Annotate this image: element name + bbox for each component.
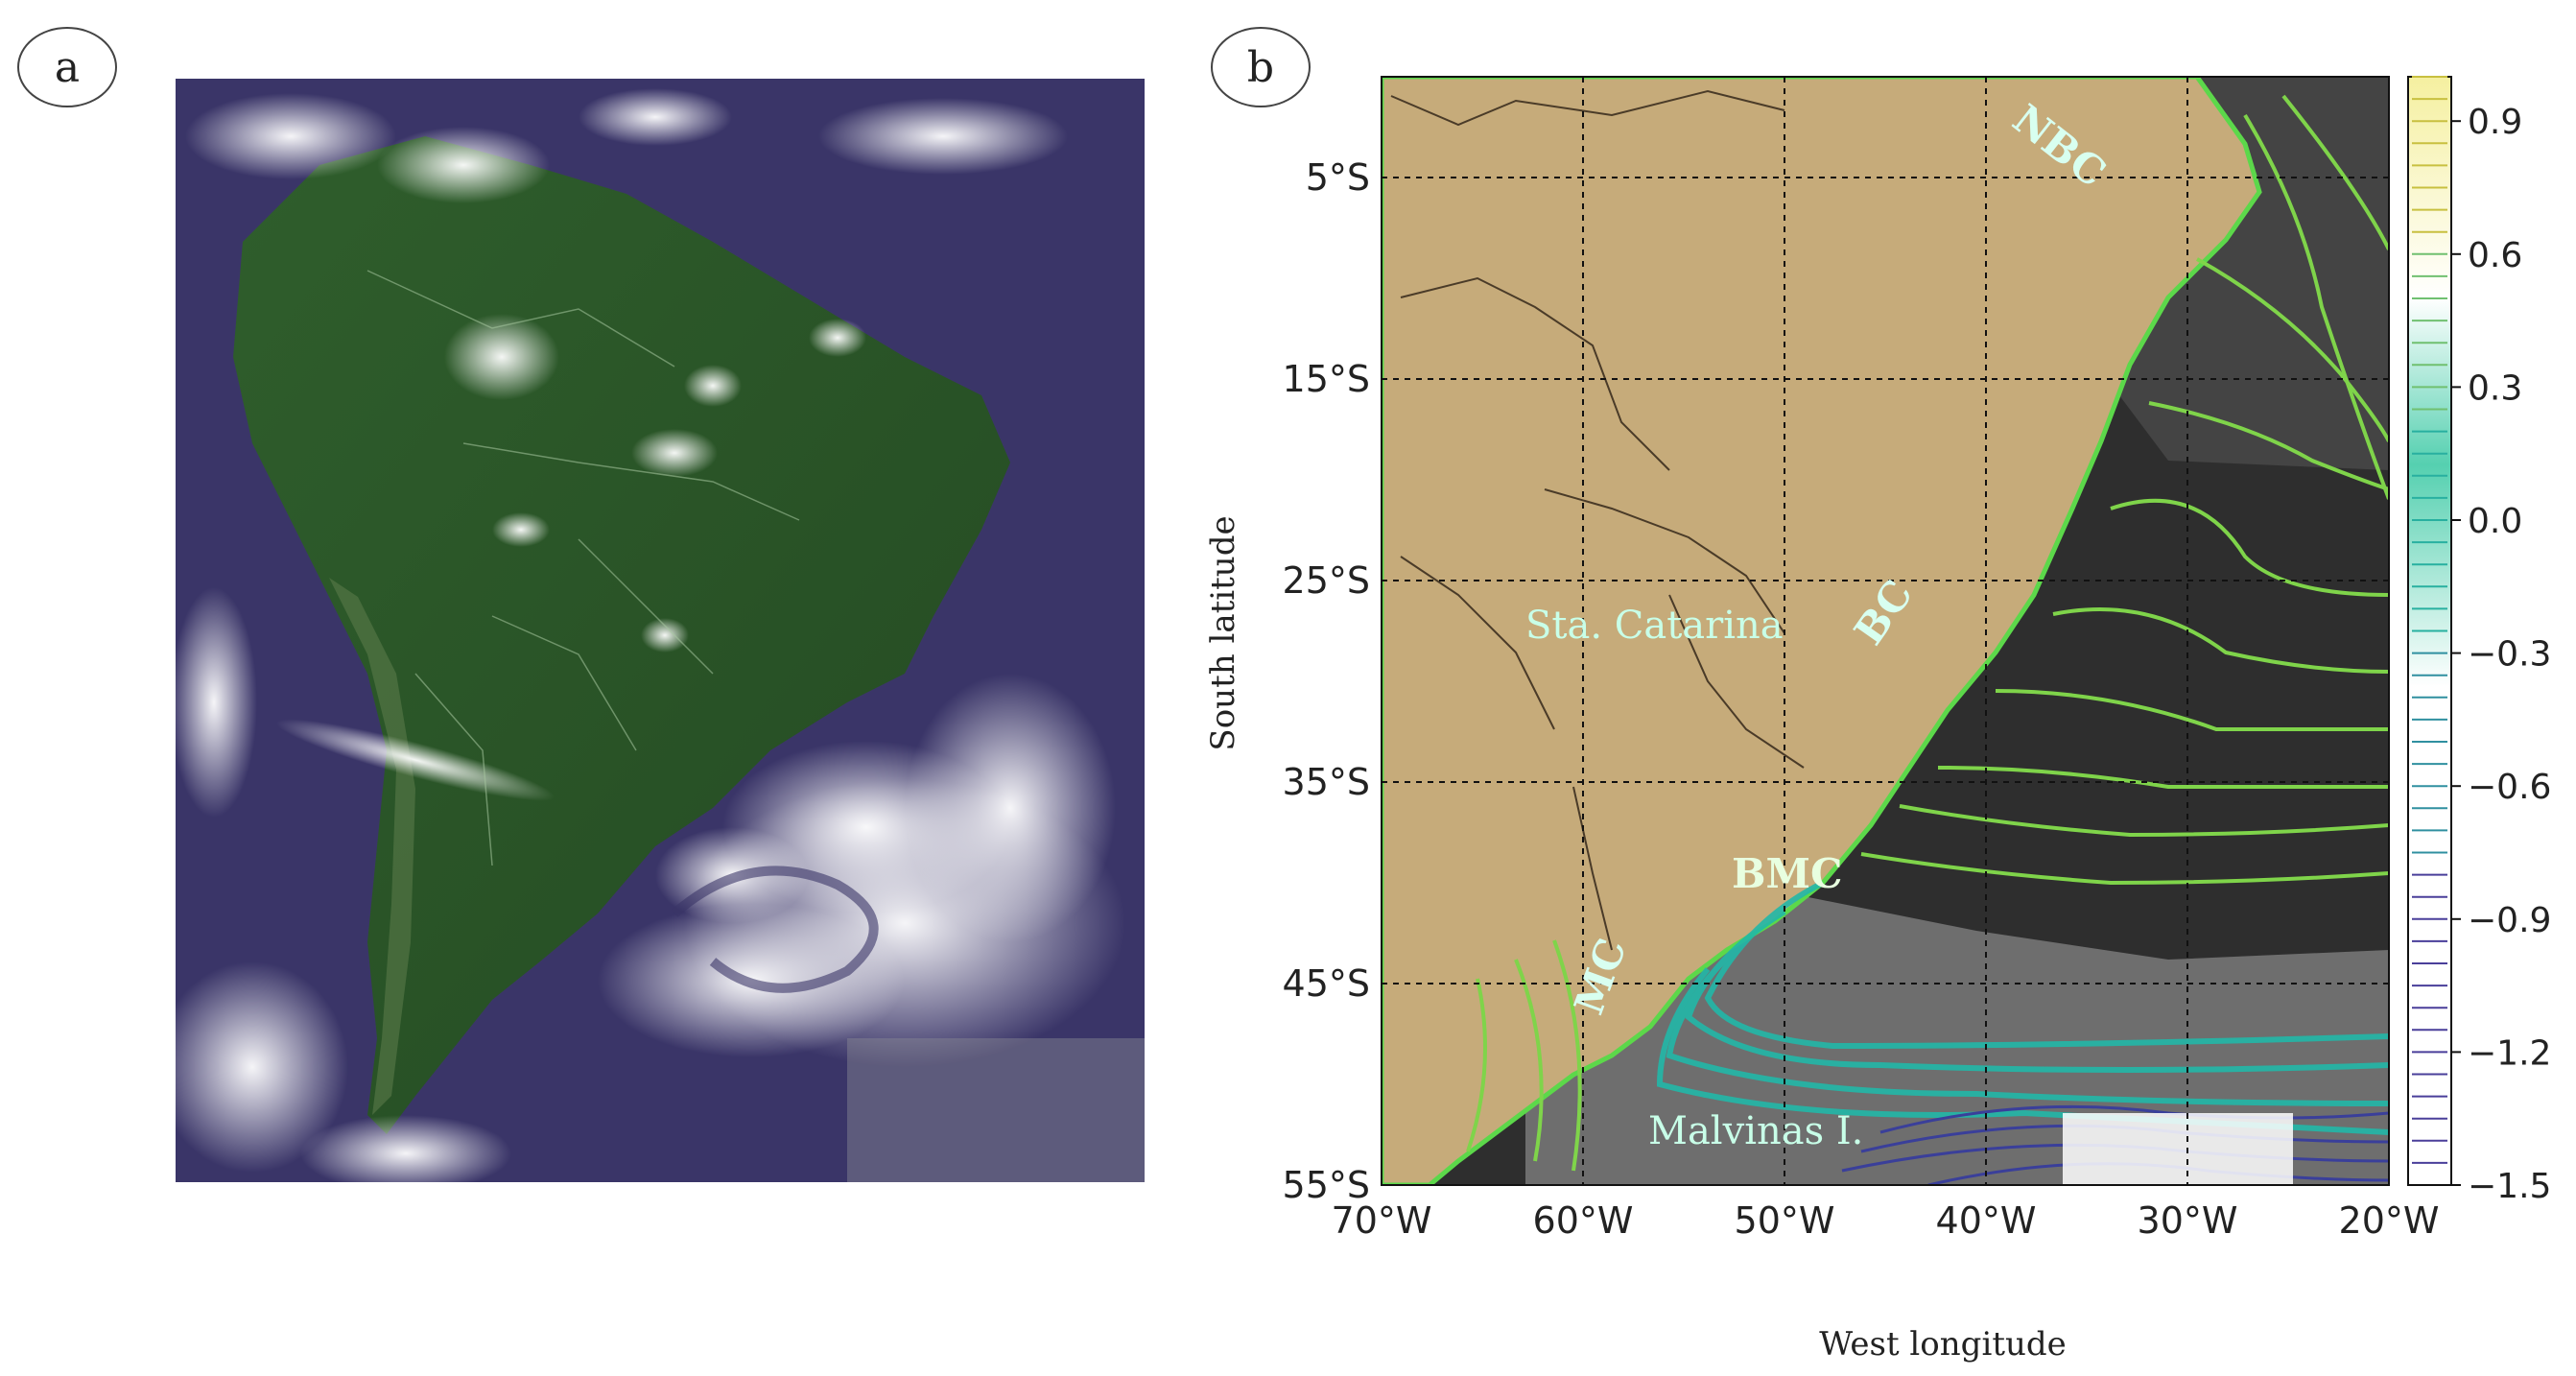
cloud — [809, 319, 866, 357]
cyclone-clouds — [598, 674, 1125, 1067]
lat-tick-labels: 5°S 15°S 25°S 35°S 45°S 55°S — [1283, 156, 1370, 1206]
graticule — [1382, 77, 2389, 1185]
lon-tick-labels: 70°W 60°W 50°W 40°W 30°W 20°W — [1332, 1199, 2440, 1242]
satellite-image — [156, 79, 1145, 1192]
andes-strip — [329, 578, 415, 1115]
cloud — [641, 618, 689, 652]
cloud — [171, 587, 257, 818]
colorbar-tick-label: 0.3 — [2468, 368, 2522, 408]
cloud — [492, 512, 550, 547]
lon-tick-label: 40°W — [1936, 1199, 2037, 1242]
colorbar-tick-label: −0.9 — [2468, 901, 2551, 940]
cloud — [818, 98, 1068, 175]
satellite-image-svg — [156, 79, 1145, 1192]
current-map: 70°W 60°W 50°W 40°W 30°W 20°W 5°S 15°S 25°S 35°S… — [1204, 58, 2552, 1372]
lon-tick-label: 20°W — [2339, 1199, 2440, 1242]
lon-tick-label: 70°W — [1332, 1199, 1432, 1242]
lat-tick-label: 35°S — [1283, 761, 1370, 803]
lat-tick-label: 5°S — [1306, 156, 1370, 199]
continent-shape — [233, 136, 1010, 1134]
cloud — [300, 1115, 511, 1192]
haze-region — [847, 1038, 1145, 1182]
current-map-svg: 70°W 60°W 50°W 40°W 30°W 20°W 5°S 15°S 25°S 35°S… — [1204, 76, 2551, 1364]
colorbar-tick-label: 0.9 — [2468, 103, 2522, 142]
panel-b-badge: b — [1211, 27, 1311, 107]
label-malvinas: Malvinas I. — [1648, 1109, 1863, 1153]
low-value-region — [2063, 1113, 2293, 1185]
lat-tick-label: 25°S — [1283, 559, 1370, 602]
colorbar-tick-label: −0.6 — [2468, 768, 2551, 807]
lat-tick-label: 15°S — [1283, 358, 1370, 400]
country-borders — [366, 270, 800, 866]
cloud — [684, 365, 742, 407]
label-bmc: BMC — [1732, 850, 1842, 897]
colorbar-tick-labels: 0.9 0.6 0.3 0.0 −0.3 −0.6 −0.9 −1.2 −1.5 — [2451, 103, 2551, 1206]
x-axis-title: West longitude — [1819, 1325, 2067, 1364]
colorbar-tick-label: 0.0 — [2468, 502, 2522, 541]
colorbar-tick-label: 0.6 — [2468, 236, 2522, 275]
colorbar-tick-label: −1.2 — [2468, 1033, 2551, 1073]
lon-tick-label: 60°W — [1533, 1199, 1634, 1242]
colorbar-tick-label: −0.3 — [2468, 635, 2551, 675]
panel-a-badge: a — [17, 27, 117, 107]
contours-green — [1466, 94, 2389, 1172]
plot-frame — [1381, 76, 2390, 1186]
y-axis-title: South latitude — [1209, 515, 1242, 750]
cloud — [377, 127, 550, 203]
lat-tick-label: 55°S — [1283, 1164, 1370, 1206]
cloud — [156, 961, 348, 1173]
cloud — [444, 314, 559, 400]
cloud — [185, 93, 396, 179]
lon-tick-label: 50°W — [1735, 1199, 1835, 1242]
lon-tick-label: 30°W — [2138, 1199, 2238, 1242]
panel-a-label: a — [54, 42, 81, 92]
colorbar-levels — [2412, 76, 2447, 1164]
land-borders — [1390, 89, 1805, 951]
cloud — [631, 429, 718, 477]
southern-ocean-shade — [1525, 892, 2389, 1185]
lat-tick-label: 45°S — [1283, 962, 1370, 1005]
colorbar-tick-label: −1.5 — [2468, 1167, 2551, 1206]
cloud — [579, 88, 732, 146]
panel-b-label: b — [1246, 42, 1275, 92]
label-sta-catarina: Sta. Catarina — [1525, 604, 1784, 648]
